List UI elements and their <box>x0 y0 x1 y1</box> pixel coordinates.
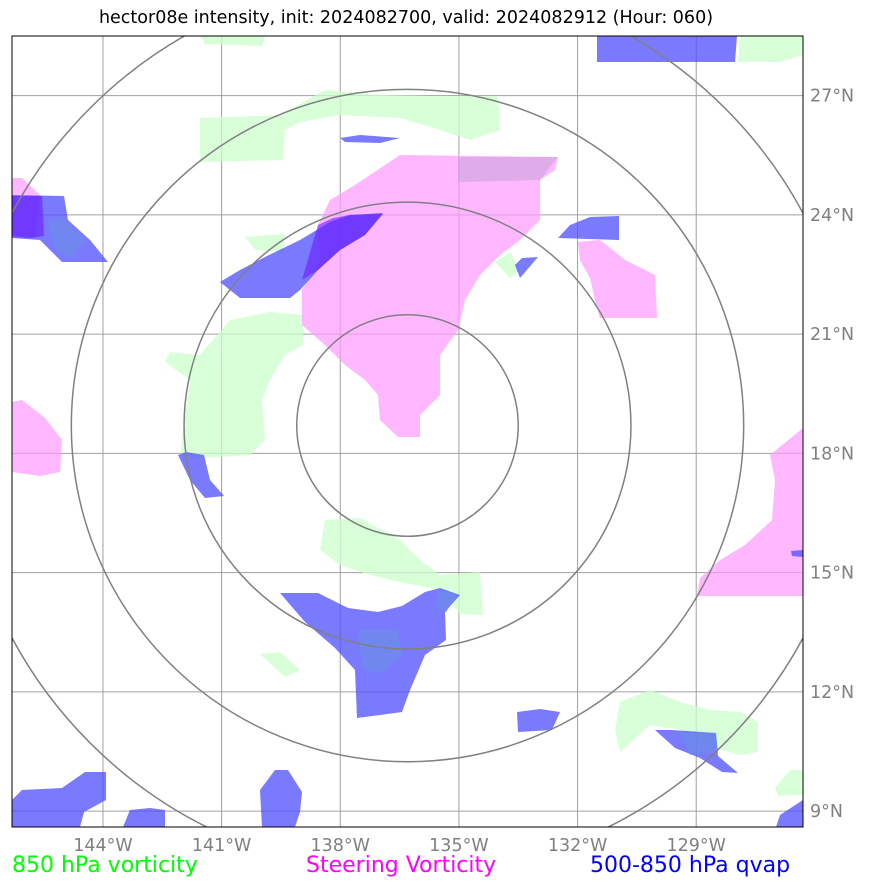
range-rings <box>12 36 803 827</box>
y-tick-label: 15°N <box>810 564 854 584</box>
y-tick-label: 21°N <box>810 325 854 345</box>
qvap-region <box>597 36 737 62</box>
qvap-region <box>558 216 619 240</box>
overlap-layer <box>12 157 718 755</box>
vorticity-850-region <box>200 36 265 46</box>
x-tick-label: 141°W <box>192 836 251 856</box>
overlap-region <box>680 733 718 755</box>
y-tick-label: 12°N <box>810 683 854 703</box>
qvap-region <box>517 709 560 732</box>
vorticity-850-region <box>245 234 285 252</box>
x-tick-label: 135°W <box>429 836 488 856</box>
steering-vorticity-layer <box>12 155 803 596</box>
vorticity-850-region <box>615 690 758 755</box>
vorticity-850-region <box>495 252 520 278</box>
qvap-region <box>515 257 538 278</box>
y-tick-label: 27°N <box>810 87 854 107</box>
qvap-region <box>178 452 224 498</box>
vorticity-850-region <box>260 652 300 677</box>
overlap-region <box>358 630 402 674</box>
legend-qvap: 500-850 hPa qvap <box>590 853 791 878</box>
plot-frame <box>11 35 804 828</box>
qvap-region <box>776 800 803 827</box>
steering-vorticity-region <box>697 428 803 596</box>
qvap-region <box>123 808 165 827</box>
qvap-region <box>340 135 400 143</box>
overlap-region <box>458 157 558 182</box>
steering-vorticity-region <box>12 400 62 476</box>
vorticity-850-region <box>738 36 803 62</box>
vorticity-850-layer <box>165 36 803 796</box>
y-tick-label: 18°N <box>810 444 854 464</box>
steering-vorticity-region <box>578 240 657 318</box>
x-tick-labels: 144°W 141°W 138°W 135°W 132°W 129°W <box>73 836 726 856</box>
legend-steering-vorticity: Steering Vorticity <box>306 853 497 878</box>
overlap-region <box>302 214 383 280</box>
qvap-region <box>12 772 106 827</box>
range-ring <box>183 201 632 650</box>
qvap-region <box>260 770 302 827</box>
y-tick-labels: 27°N 24°N 21°N 18°N 15°N 12°N 9°N <box>810 87 854 822</box>
y-tick-label: 9°N <box>810 802 843 822</box>
chart-title: hector08e intensity, init: 2024082700, v… <box>98 8 714 28</box>
overlap-region <box>436 590 458 612</box>
range-ring <box>296 314 519 538</box>
legend-850hpa-vorticity: 850 hPa vorticity <box>12 853 198 878</box>
vorticity-850-region <box>200 90 500 162</box>
x-tick-label: 138°W <box>311 836 370 856</box>
x-tick-label: 129°W <box>666 836 725 856</box>
vorticity-850-region <box>165 312 303 458</box>
x-tick-label: 144°W <box>73 836 132 856</box>
y-tick-label: 24°N <box>810 206 854 226</box>
overlap-region <box>12 196 44 238</box>
vorticity-850-region <box>775 770 803 796</box>
x-tick-label: 132°W <box>548 836 607 856</box>
overlap-region <box>48 218 85 258</box>
qvap-region <box>791 550 803 557</box>
range-ring <box>70 88 745 763</box>
